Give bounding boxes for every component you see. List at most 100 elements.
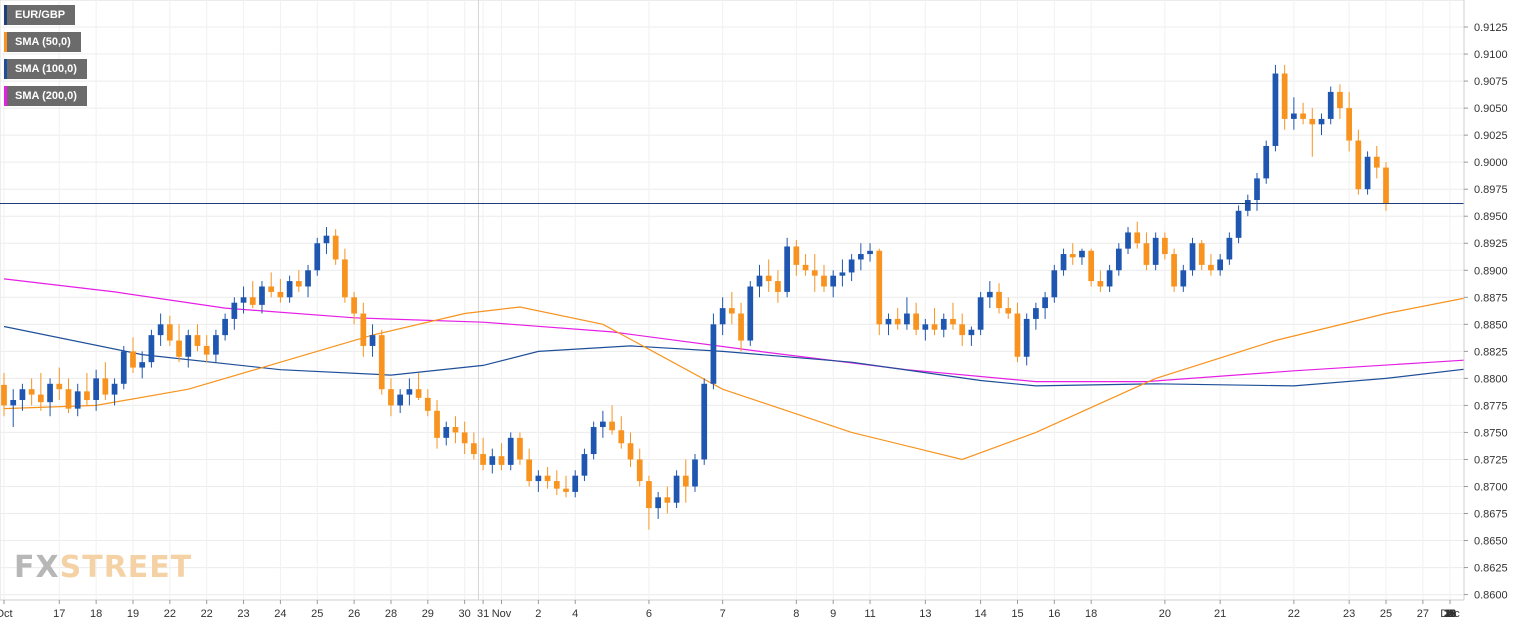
legend-swatch <box>4 5 7 25</box>
x-tick-label: 15 <box>1011 608 1023 620</box>
candle-body <box>1171 254 1177 287</box>
sma-50-line <box>3 291 1534 461</box>
y-axis-bg <box>1464 0 1534 627</box>
x-tick-label: 22 <box>1288 608 1300 620</box>
candle-body <box>913 313 919 330</box>
x-tick-label: 11 <box>1444 608 1455 620</box>
x-tick-label: 5 <box>1447 608 1453 620</box>
candle-body <box>756 275 763 287</box>
x-tick-label: Oct <box>0 608 13 620</box>
candle-body <box>1346 108 1353 141</box>
candle-body <box>461 432 468 444</box>
candle-body <box>526 459 533 482</box>
candle-body <box>1051 270 1058 298</box>
legend-item-eurgbp[interactable]: EUR/GBP <box>4 5 76 25</box>
candle-body <box>655 497 662 509</box>
candle-body <box>977 297 984 330</box>
x-tick-label: 16 <box>1048 608 1060 620</box>
x-tick-label: 24 <box>274 608 286 620</box>
y-tick-label: 0.8800 <box>1474 373 1508 385</box>
candle-body <box>342 259 348 298</box>
y-tick-label: 0.8675 <box>1474 509 1508 521</box>
x-axis-bg <box>0 600 1534 627</box>
candle-body <box>821 275 827 287</box>
candle-body <box>1143 243 1150 265</box>
y-tick-label: 0.8725 <box>1474 454 1508 466</box>
legend-item-sma100[interactable]: SMA (100,0) <box>4 59 87 79</box>
candle-body <box>19 389 26 400</box>
y-tick-label: 0.8600 <box>1474 590 1508 602</box>
legend-label: SMA (200,0) <box>15 90 77 102</box>
candle-body <box>111 383 118 395</box>
candle-body <box>996 291 1002 309</box>
candle-body <box>1254 178 1260 200</box>
candle-body <box>646 481 652 509</box>
x-tick-label: 21 <box>1214 608 1226 620</box>
candle-body <box>56 383 63 390</box>
candle-body <box>747 286 754 341</box>
candle-body <box>1244 200 1251 211</box>
candle-body <box>1355 140 1362 190</box>
candle-body <box>738 313 744 341</box>
candle-body <box>1079 250 1085 258</box>
candle-body <box>1023 318 1030 357</box>
sma-50-path <box>3 291 1534 461</box>
candle-body <box>793 246 800 265</box>
candle-body <box>286 281 293 298</box>
y-tick-label: 0.8775 <box>1474 400 1508 412</box>
candle-body <box>259 286 265 305</box>
candle-body <box>719 308 726 325</box>
candle-body <box>857 254 864 260</box>
candle-body <box>775 281 781 292</box>
x-tick-label: 31 <box>477 608 489 620</box>
legend-label: SMA (100,0) <box>15 63 77 75</box>
candle-body <box>351 297 357 314</box>
x-tick-label: 30 <box>459 608 471 620</box>
candle-body <box>1134 232 1141 244</box>
y-tick-label: 0.8925 <box>1474 238 1508 250</box>
candles <box>1 64 1389 530</box>
candle-body <box>1281 73 1288 119</box>
x-tick-label: 7 <box>1447 608 1453 620</box>
candle-body <box>839 272 846 276</box>
candle-body <box>240 297 247 303</box>
legend-swatch <box>4 59 7 79</box>
candle-body <box>922 324 929 330</box>
candle-body <box>904 313 910 325</box>
candle-body <box>10 400 17 406</box>
candle-body <box>811 270 818 276</box>
sma-200-line <box>3 278 1534 383</box>
candle-body <box>268 286 275 292</box>
candle-body <box>1033 308 1039 319</box>
y-tick-label: 0.9025 <box>1474 130 1508 142</box>
candle-body <box>65 389 72 409</box>
legend-item-sma200[interactable]: SMA (200,0) <box>4 86 87 106</box>
candle-body <box>1327 91 1334 119</box>
x-tick-label: 6 <box>646 608 652 620</box>
candle-body <box>1337 91 1343 109</box>
candle-body <box>1318 118 1325 125</box>
candle-body <box>378 335 385 390</box>
y-tick-label: 0.8650 <box>1474 536 1508 548</box>
legend-swatch <box>4 32 7 52</box>
candle-body <box>120 351 127 384</box>
candle-body <box>498 456 505 465</box>
candle-body <box>1152 237 1159 265</box>
y-tick-label: 0.8875 <box>1474 292 1508 304</box>
candle-body <box>1291 113 1297 119</box>
x-tick-label: 11 <box>864 608 875 620</box>
candle-body <box>1364 156 1371 190</box>
y-tick-label: 0.8825 <box>1474 346 1508 358</box>
candle-body <box>784 246 790 292</box>
legend-item-sma50[interactable]: SMA (50,0) <box>4 32 81 52</box>
candle-body <box>1300 113 1306 119</box>
x-tick-label: 7 <box>720 608 726 620</box>
sma-100-line <box>3 325 1534 387</box>
x-tick-label: 4 <box>572 608 578 620</box>
candle-body <box>1217 259 1224 271</box>
x-tick-label: 25 <box>1380 608 1392 620</box>
y-tick-label: 0.9125 <box>1474 22 1508 34</box>
candle-body <box>74 391 81 409</box>
candle-body <box>1014 313 1021 357</box>
candle-body <box>701 383 708 460</box>
